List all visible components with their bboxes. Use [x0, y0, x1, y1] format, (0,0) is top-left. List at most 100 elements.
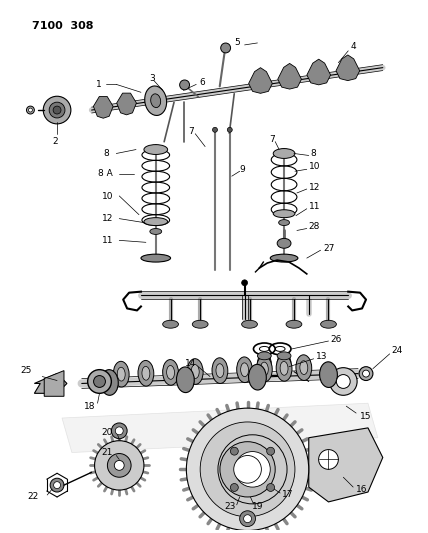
Text: 28: 28	[309, 222, 320, 231]
Circle shape	[111, 423, 127, 439]
Ellipse shape	[321, 320, 336, 328]
Text: 23: 23	[225, 502, 236, 511]
Ellipse shape	[277, 238, 291, 248]
Ellipse shape	[359, 367, 373, 381]
Ellipse shape	[213, 127, 217, 132]
Ellipse shape	[249, 365, 266, 390]
Text: 7: 7	[269, 135, 275, 144]
Ellipse shape	[260, 362, 268, 376]
Ellipse shape	[166, 366, 175, 379]
Circle shape	[95, 441, 144, 490]
Text: 10: 10	[101, 192, 113, 201]
Text: 12: 12	[309, 182, 320, 191]
Ellipse shape	[50, 478, 64, 492]
Text: 19: 19	[252, 502, 263, 511]
Text: 15: 15	[360, 411, 372, 421]
Ellipse shape	[276, 356, 292, 381]
Circle shape	[114, 461, 124, 470]
Text: 20: 20	[101, 429, 113, 437]
Polygon shape	[62, 403, 378, 453]
Polygon shape	[93, 96, 113, 118]
Text: 4: 4	[350, 43, 356, 51]
Ellipse shape	[280, 361, 288, 375]
Circle shape	[240, 511, 256, 527]
Ellipse shape	[192, 320, 208, 328]
Text: 10: 10	[309, 162, 320, 171]
Circle shape	[230, 447, 238, 455]
Ellipse shape	[49, 102, 65, 118]
Circle shape	[186, 408, 309, 530]
Ellipse shape	[336, 375, 350, 389]
Ellipse shape	[216, 364, 224, 377]
Ellipse shape	[241, 363, 249, 377]
Circle shape	[200, 422, 295, 516]
Text: 18: 18	[84, 402, 95, 410]
Ellipse shape	[180, 80, 190, 90]
Ellipse shape	[187, 359, 203, 384]
Text: 16: 16	[356, 484, 368, 494]
Ellipse shape	[43, 96, 71, 124]
Text: 27: 27	[324, 244, 335, 253]
Circle shape	[230, 483, 238, 491]
Circle shape	[267, 483, 275, 491]
Text: 12: 12	[101, 214, 113, 223]
Ellipse shape	[54, 482, 60, 489]
Text: 21: 21	[101, 448, 113, 457]
Text: 3: 3	[149, 74, 155, 83]
Ellipse shape	[94, 376, 105, 387]
Ellipse shape	[101, 370, 118, 395]
Polygon shape	[34, 374, 67, 393]
Circle shape	[244, 515, 252, 523]
Circle shape	[107, 454, 131, 477]
Polygon shape	[336, 55, 360, 80]
Text: 2: 2	[52, 137, 58, 146]
Ellipse shape	[191, 365, 199, 378]
Ellipse shape	[277, 352, 291, 360]
Text: 8 A: 8 A	[98, 169, 112, 177]
Text: 8: 8	[311, 149, 316, 158]
Text: 25: 25	[21, 366, 32, 375]
Text: 17: 17	[282, 490, 294, 499]
Ellipse shape	[150, 229, 162, 235]
Ellipse shape	[27, 106, 34, 114]
Ellipse shape	[256, 356, 272, 382]
Ellipse shape	[113, 361, 129, 387]
Circle shape	[115, 427, 123, 435]
Text: 13: 13	[316, 352, 327, 361]
Ellipse shape	[242, 280, 247, 286]
Ellipse shape	[142, 366, 150, 380]
Circle shape	[221, 43, 231, 53]
Circle shape	[235, 451, 270, 487]
Ellipse shape	[273, 210, 295, 217]
Ellipse shape	[237, 357, 253, 383]
Ellipse shape	[138, 360, 154, 386]
Ellipse shape	[257, 352, 271, 360]
Text: 11: 11	[101, 236, 113, 245]
Ellipse shape	[257, 353, 271, 375]
Text: 5: 5	[235, 38, 241, 47]
Circle shape	[220, 442, 275, 497]
Text: 7100  308: 7100 308	[33, 21, 94, 31]
Ellipse shape	[286, 320, 302, 328]
Text: 22: 22	[27, 492, 39, 502]
Text: 8: 8	[104, 149, 109, 158]
Ellipse shape	[227, 127, 232, 132]
Ellipse shape	[270, 254, 298, 262]
Ellipse shape	[212, 358, 228, 383]
Text: 26: 26	[330, 335, 342, 344]
Polygon shape	[307, 59, 330, 85]
Text: 24: 24	[392, 346, 403, 356]
Text: 14: 14	[185, 359, 197, 368]
Ellipse shape	[296, 355, 312, 381]
Circle shape	[267, 447, 275, 455]
Text: 11: 11	[309, 203, 320, 211]
Circle shape	[234, 456, 262, 483]
Polygon shape	[309, 428, 383, 502]
Ellipse shape	[144, 144, 168, 155]
Ellipse shape	[279, 220, 289, 225]
Circle shape	[318, 450, 339, 470]
Ellipse shape	[163, 320, 178, 328]
Ellipse shape	[320, 362, 337, 387]
Polygon shape	[44, 370, 64, 397]
Text: 6: 6	[199, 78, 205, 87]
